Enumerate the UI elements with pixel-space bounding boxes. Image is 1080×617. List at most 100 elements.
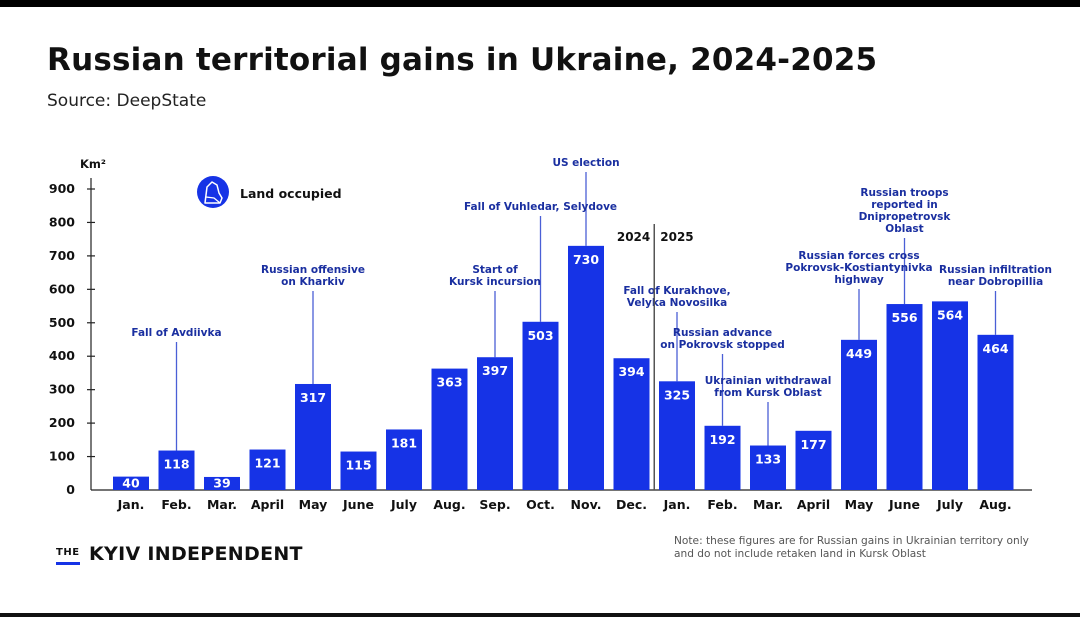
year-label-2025: 2025 — [660, 230, 693, 244]
bar-value-label: 133 — [755, 452, 781, 467]
annotation-line: Ukrainian withdrawal — [705, 375, 832, 387]
bar-value-label: 177 — [800, 437, 826, 452]
bar — [431, 368, 468, 490]
x-tick-label: June — [888, 497, 920, 512]
top-border — [0, 0, 1080, 7]
annotation-line: Dnipropetrovsk — [859, 211, 952, 223]
bar-value-label: 730 — [573, 252, 599, 267]
x-tick-label: May — [299, 497, 328, 512]
annotation-label: Russian forces cross Pokrovsk-Kostiantyni… — [785, 250, 932, 286]
brand-name: KYIV INDEPENDENT — [89, 543, 303, 565]
bar-value-label: 317 — [300, 390, 326, 405]
bar — [659, 381, 695, 490]
y-tick-label: 0 — [66, 482, 75, 497]
x-tick-label: Feb. — [707, 497, 737, 512]
x-tick-label: Dec. — [616, 497, 647, 512]
bar-value-label: 39 — [213, 475, 230, 490]
annotation-line: on Pokrovsk stopped — [660, 339, 785, 351]
x-tick-label: Mar. — [753, 497, 783, 512]
y-tick-label: 600 — [49, 281, 75, 296]
x-tick-label: Jan. — [117, 497, 145, 512]
bar — [704, 425, 741, 490]
chart-title: Russian territorial gains in Ukraine, 20… — [47, 42, 878, 78]
bar-value-label: 325 — [664, 387, 690, 402]
value-labels: 40 118 39 121 317 115 181 363 397 503 730 394 325 192… — [122, 252, 1009, 491]
y-tick-label: 700 — [49, 248, 75, 263]
x-tick-label: Aug. — [979, 497, 1011, 512]
bar-value-label: 192 — [709, 432, 735, 447]
bar — [568, 245, 604, 490]
x-tick-label: April — [797, 497, 830, 512]
x-tick-label: Sep. — [479, 497, 510, 512]
bar-value-label: 564 — [937, 307, 963, 322]
bar-value-label: 503 — [527, 328, 553, 343]
bar — [522, 321, 559, 490]
x-tick-label: April — [251, 497, 284, 512]
annotation-line: Fall of Kurakhove, — [623, 285, 730, 297]
annotation-line: Russian forces cross — [798, 250, 919, 262]
annotation-line: near Dobropillia — [948, 276, 1043, 288]
annotation-label: US election — [552, 157, 619, 169]
annotation-label: Fall of Kurakhove, Velyka Novosilka — [623, 285, 730, 309]
annotation-label: Russian troops reported in Dnipropetrovsk O… — [859, 187, 952, 235]
bar — [613, 358, 650, 490]
x-axis-labels: Jan. Feb. Mar. April May June July Aug. Sep. Oct.… — [117, 497, 1012, 512]
brand-the: THE — [56, 547, 80, 558]
annotation-line: Kursk incursion — [449, 276, 541, 288]
bar — [113, 476, 149, 490]
bar-value-label: 115 — [345, 458, 371, 473]
annotation-line: US election — [552, 157, 619, 169]
bar-value-label: 40 — [122, 475, 140, 490]
bar — [795, 430, 832, 490]
y-tick-label: 300 — [49, 382, 75, 397]
y-tick-label: 200 — [49, 415, 75, 430]
bar-value-label: 397 — [482, 363, 508, 378]
annotation-line: reported in — [871, 199, 938, 211]
annotation-line: Russian advance — [673, 327, 772, 339]
bar — [204, 476, 240, 490]
y-tick-label: 500 — [49, 315, 75, 330]
annotation-line: Pokrovsk-Kostiantynivka — [785, 262, 932, 274]
annotation-line: Start of — [472, 264, 518, 276]
bar — [340, 451, 377, 490]
x-tick-label: May — [845, 497, 874, 512]
annotation-line: highway — [834, 274, 884, 286]
annotation-line: Velyka Novosilka — [627, 297, 727, 309]
legend-label: Land occupied — [240, 186, 342, 201]
bar-value-label: 118 — [163, 457, 189, 472]
bar-value-label: 394 — [618, 364, 644, 379]
x-tick-label: Feb. — [161, 497, 191, 512]
brand-underline — [56, 562, 80, 565]
bars — [113, 245, 1014, 490]
annotation-connectors — [175, 172, 997, 451]
chart-source: Source: DeepState — [47, 91, 207, 111]
annotation-label: Fall of Avdiivka — [131, 327, 221, 339]
year-markers: 2024 2025 — [617, 224, 694, 490]
bar-value-label: 181 — [391, 435, 417, 450]
x-tick-label: July — [390, 497, 417, 512]
bar-value-label: 121 — [254, 456, 280, 471]
bar — [386, 429, 422, 490]
footnote: Note: these figures are for Russian gain… — [674, 535, 1029, 560]
bar — [295, 383, 331, 490]
annotation-line: Russian troops — [860, 187, 948, 199]
bar-value-label: 449 — [846, 346, 872, 361]
annotation-line: from Kursk Oblast — [714, 387, 821, 399]
annotation-line: Oblast — [885, 223, 923, 235]
annotation-line: Fall of Vuhledar, Selydove — [464, 201, 617, 213]
annotation-line: Russian infiltration — [939, 264, 1052, 276]
annotation-label: Russian advance on Pokrovsk stopped — [660, 327, 785, 351]
bar — [977, 334, 1014, 490]
annotation-label: Fall of Vuhledar, Selydove — [464, 201, 617, 213]
bar — [750, 445, 786, 490]
y-tick-label: 100 — [49, 449, 75, 464]
bar — [158, 450, 195, 490]
annotation-label: Start of Kursk incursion — [449, 264, 541, 288]
x-tick-label: Aug. — [433, 497, 465, 512]
x-tick-label: July — [936, 497, 963, 512]
x-tick-label: Mar. — [207, 497, 237, 512]
annotation-label: Ukrainian withdrawal from Kursk Oblast — [705, 375, 832, 399]
annotation-label: Russian offensive on Kharkiv — [261, 264, 365, 288]
y-axis-unit-label: Km² — [80, 157, 106, 171]
annotation-line: Russian offensive — [261, 264, 365, 276]
